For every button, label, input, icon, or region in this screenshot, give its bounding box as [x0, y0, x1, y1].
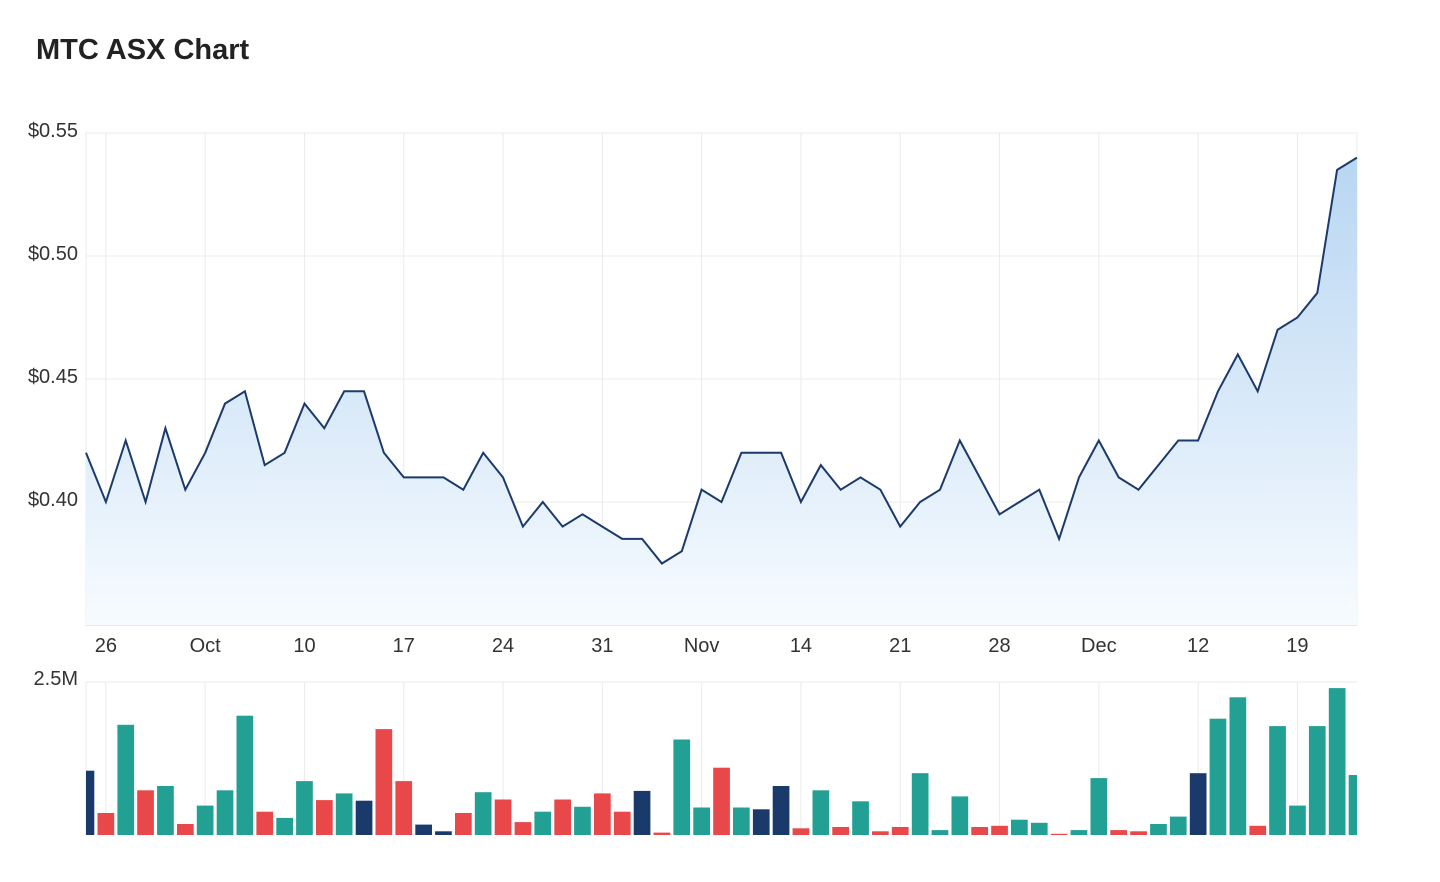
volume-bar [713, 767, 730, 835]
volume-bar [852, 801, 869, 835]
volume-bar [633, 790, 651, 835]
price-line [85, 156, 1358, 565]
volume-bar [1011, 819, 1028, 835]
volume-bar [812, 790, 830, 835]
volume-bar [534, 811, 552, 835]
volume-bar [474, 792, 492, 835]
date-tick-label: 21 [889, 635, 911, 657]
volume-bar [1030, 822, 1048, 835]
volume-bar [1070, 830, 1088, 835]
volume-bar [1209, 718, 1227, 835]
volume-bar [1110, 830, 1127, 835]
volume-bar [157, 786, 174, 835]
x-axis-labels: 26 Oct 10 17 24 31 Nov 14 21 28 Dec 12 19 [95, 635, 1309, 657]
volume-bar [335, 793, 353, 835]
date-tick-label: Nov [684, 635, 720, 657]
volume-bar [196, 805, 214, 835]
price-tick-label: $0.50 [28, 243, 78, 265]
volume-bar [514, 822, 532, 835]
date-tick-label: 14 [790, 635, 812, 657]
volume-bar [137, 790, 154, 835]
volume-bar [752, 809, 770, 835]
date-tick-label: 26 [95, 635, 117, 657]
date-tick-label: 24 [492, 635, 514, 657]
volume-bar [415, 824, 432, 835]
volume-bar [872, 831, 889, 835]
volume-bar [216, 790, 234, 835]
volume-bar [1328, 688, 1346, 835]
volume-bar [693, 807, 710, 835]
volume-bar [256, 811, 274, 835]
price-area [86, 157, 1357, 625]
volume-tick-label: 2.5M [34, 668, 78, 690]
volume-bar [832, 827, 849, 835]
chart-title: MTC ASX Chart [36, 34, 250, 66]
volume-axis-labels: 2.5M [34, 668, 78, 690]
price-tick-label: $0.45 [28, 366, 78, 388]
volume-bar [772, 786, 790, 835]
price-axis-labels: $0.55 $0.50 $0.45 $0.40 [28, 120, 78, 511]
volume-bar [1249, 825, 1267, 835]
volume-bar [395, 781, 413, 835]
volume-bar [117, 724, 135, 835]
date-tick-label: Dec [1081, 635, 1117, 657]
date-tick-label: 17 [393, 635, 415, 657]
volume-bar [355, 800, 373, 835]
date-tick-label: 12 [1187, 635, 1209, 657]
volume-bar [554, 799, 571, 835]
volume-bar [236, 715, 254, 835]
volume-bar [1348, 775, 1357, 835]
volume-bar [1189, 773, 1207, 835]
volume-bar [375, 729, 393, 835]
volume-bar [891, 827, 909, 835]
volume-bar [316, 800, 333, 835]
volume-bar [435, 831, 452, 835]
date-tick-label: 10 [293, 635, 315, 657]
volume-bar [1289, 805, 1306, 835]
volume-bar [574, 806, 591, 835]
volume-bar [494, 799, 512, 835]
date-tick-label: 19 [1286, 635, 1308, 657]
volume-bar [1229, 697, 1247, 835]
date-tick-label: 28 [988, 635, 1010, 657]
volume-bar [1269, 726, 1286, 835]
volume-bar [1090, 778, 1108, 835]
date-tick-label: Oct [190, 635, 222, 657]
volume-bar [613, 811, 631, 835]
volume-bar [1169, 816, 1187, 835]
price-tick-label: $0.55 [28, 120, 78, 142]
volume-bar [951, 796, 969, 835]
price-tick-label: $0.40 [28, 489, 78, 511]
volume-bar [733, 807, 750, 835]
volume-bar [1050, 833, 1068, 835]
volume-bar [971, 827, 988, 835]
volume-bar [86, 770, 95, 835]
volume-bar [911, 773, 929, 835]
volume-bar [177, 824, 194, 835]
volume-bar [455, 813, 472, 835]
volume-bar [1130, 831, 1147, 835]
volume-bar [1308, 726, 1326, 835]
volume-bar [1150, 824, 1167, 835]
volume-bar [931, 830, 949, 835]
volume-bar [673, 739, 691, 835]
volume-bar [97, 813, 115, 835]
volume-bar [296, 781, 313, 835]
volume-bar [991, 825, 1008, 835]
volume-bars [86, 688, 1357, 835]
volume-bar [653, 832, 671, 835]
volume-bar [792, 828, 810, 835]
date-tick-label: 31 [591, 635, 613, 657]
volume-bar [594, 793, 611, 835]
volume-bar [276, 817, 293, 835]
